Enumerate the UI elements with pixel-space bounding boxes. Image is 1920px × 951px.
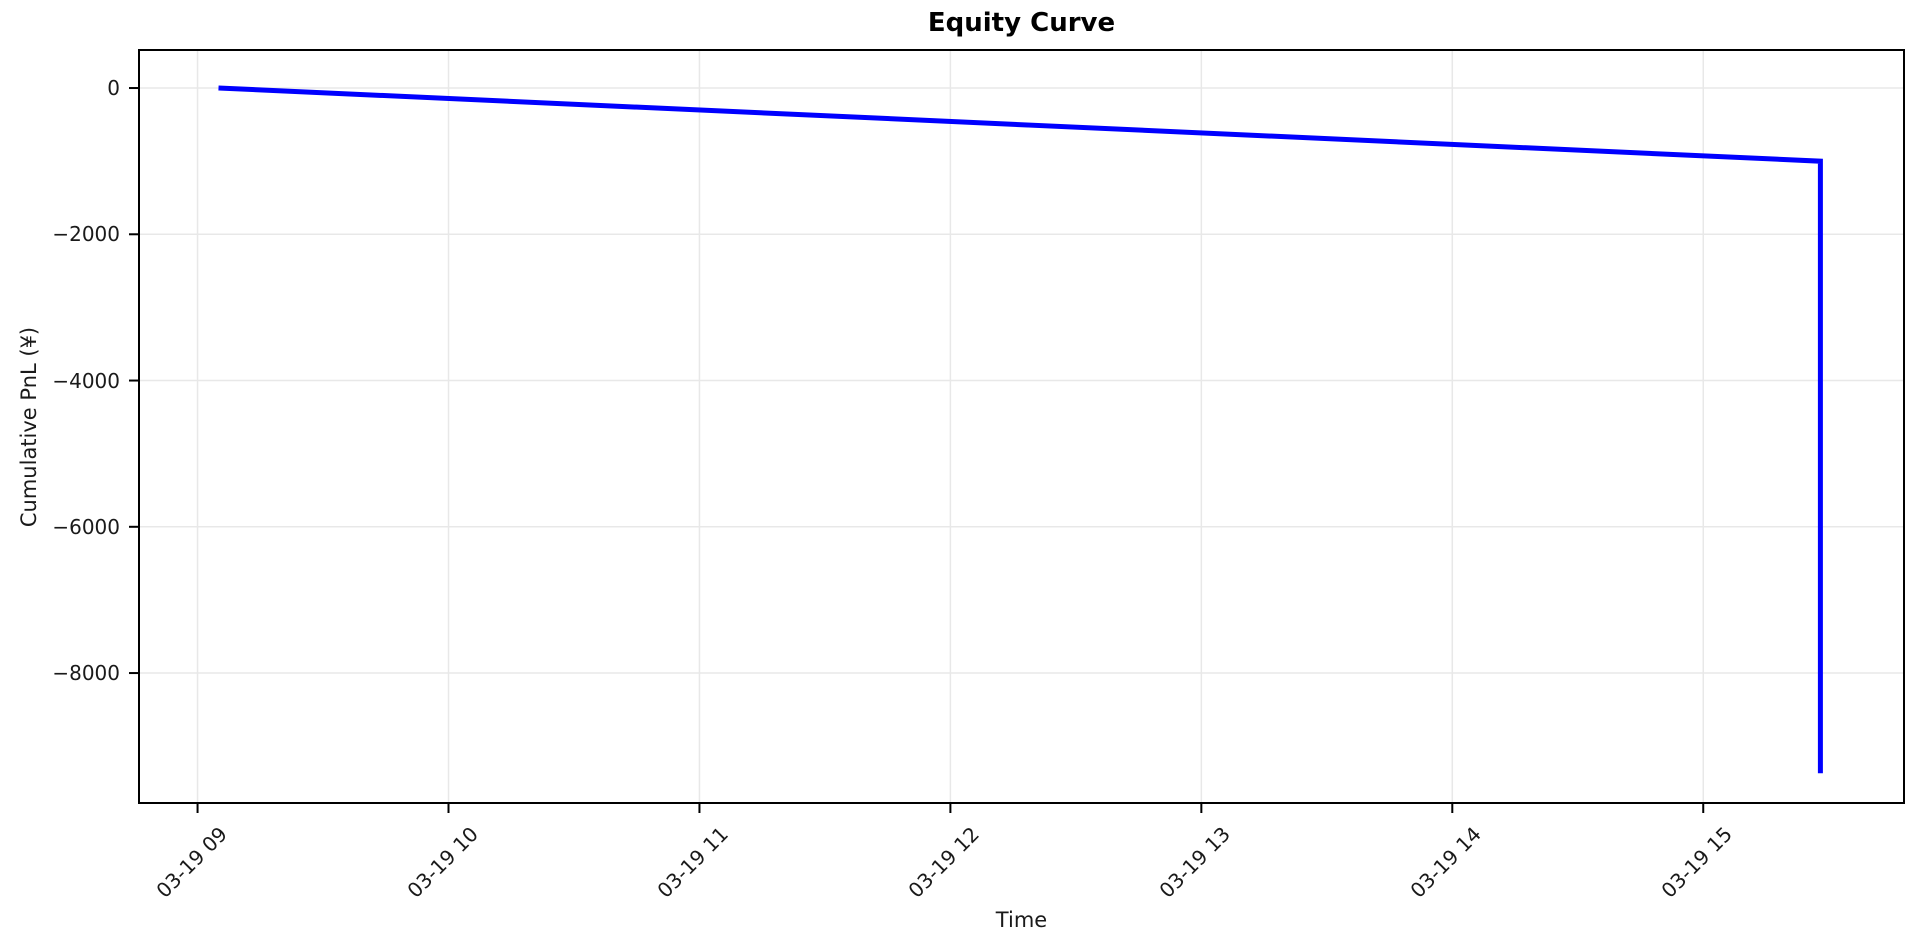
axes-spines: [138, 49, 1905, 804]
y-tick-label: −6000: [52, 514, 120, 539]
y-tick-label: −2000: [52, 222, 120, 247]
y-tick-label: 0: [107, 76, 120, 101]
chart-title: Equity Curve: [927, 8, 1116, 38]
equity-line: [218, 85, 1823, 774]
y-axis-label: Cumulative PnL (¥): [17, 326, 41, 528]
x-axis-label: Time: [995, 908, 1048, 932]
y-tick-label: −4000: [52, 368, 120, 393]
y-tick-label: −8000: [52, 661, 120, 686]
